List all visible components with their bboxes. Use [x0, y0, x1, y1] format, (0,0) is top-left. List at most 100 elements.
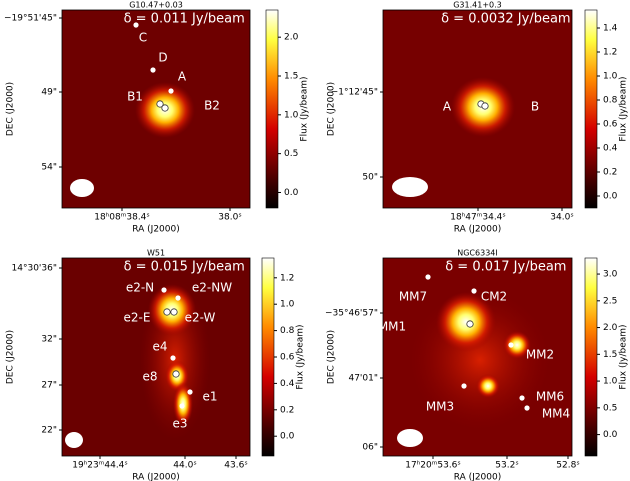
frame: [61, 257, 251, 457]
colorbar-tick-label: 3.0: [603, 270, 618, 280]
colorbar-tick-label: 1.0: [280, 300, 295, 310]
y-axis-label: DEC (J2000): [6, 82, 16, 136]
source-label: B: [531, 100, 539, 114]
source-marker: [461, 383, 467, 389]
y-tick-label: 06": [362, 443, 378, 453]
x-tick-label: 38.0ˢ: [218, 213, 241, 223]
colorbar-tick-label: 1.4: [603, 24, 618, 34]
annotation: δ = 0.015 Jy/beam: [124, 260, 245, 275]
panel: W51 δ = 0.015 Jy/beam e2-N e2-NW e2-E e2-W e4 e…: [6, 249, 306, 481]
colorbar-tick-label: 0.0: [603, 430, 618, 440]
y-axis-label: DEC (J2000): [327, 82, 337, 136]
source-label: e1: [202, 390, 217, 404]
colorbar-tick-label: 0.2: [603, 168, 617, 178]
x-axis-label: RA (J2000): [132, 225, 180, 235]
y-tick-label: 49": [41, 88, 57, 98]
y-tick-label: −19°51'45": [4, 14, 57, 24]
x-axis-label: RA (J2000): [454, 225, 502, 235]
image: [383, 258, 572, 456]
panel-title: NGC6334I: [457, 249, 498, 258]
source-marker: [187, 389, 193, 395]
colorbar-tick-label: 0.8: [280, 326, 295, 336]
source-label: MM2: [526, 348, 554, 362]
colorbar-tick-label: 1.2: [603, 48, 617, 58]
colorbar: [265, 9, 279, 209]
colorbar-tick-label: 0.0: [603, 192, 618, 202]
source-marker: [172, 370, 180, 378]
frame: [61, 9, 251, 209]
source-marker: [161, 104, 169, 112]
colorbar-tick-label: 1.0: [284, 110, 299, 120]
source-marker: [425, 274, 431, 280]
x-tick-label: 17ʰ20ᵐ53.6ˢ: [405, 461, 461, 471]
colorbar-label: Flux (Jy/beam): [296, 324, 306, 389]
panel-title: G10.47+0.03: [129, 1, 183, 10]
x-tick-label: 43.6ˢ: [224, 461, 247, 471]
source-label: e4: [152, 340, 167, 354]
beam: [70, 179, 94, 197]
panel: G31.41+0.3 δ = 0.0032 Jy/beam A B −1°12'45" 5…: [327, 1, 629, 235]
x-axis-label: RA (J2000): [132, 473, 180, 481]
beam: [65, 432, 83, 448]
emission: [503, 331, 531, 359]
colorbar-tick-label: 2.0: [284, 33, 299, 43]
source-label: B2: [204, 99, 220, 113]
source-marker: [175, 295, 181, 301]
source-marker: [163, 308, 171, 316]
colorbar-tick-label: 0.2: [280, 405, 294, 415]
source-marker: [471, 288, 477, 294]
source-marker: [524, 405, 530, 411]
source-marker: [481, 102, 489, 110]
colorbar-tick-label: 0.6: [603, 120, 618, 130]
colorbar-tick-label: 0.6: [280, 353, 295, 363]
colorbar-tick-label: 2.5: [603, 296, 617, 306]
x-tick-label: 44.0ˢ: [173, 461, 196, 471]
source-label: e2-E: [124, 311, 151, 325]
source-label: CM2: [481, 290, 507, 304]
source-marker: [466, 320, 474, 328]
colorbar-tick-label: 0.0: [280, 432, 295, 442]
image: [62, 10, 250, 208]
source-label: A: [443, 100, 452, 114]
source-marker: [170, 355, 176, 361]
source-label: MM4: [542, 407, 570, 421]
source-label: MM1: [378, 320, 406, 334]
colorbar: [584, 9, 598, 209]
beam: [397, 429, 423, 447]
source-marker: [156, 100, 164, 108]
colorbar-label: Flux (Jy/beam): [619, 76, 629, 141]
source-label: e8: [142, 370, 157, 384]
beam: [392, 177, 428, 197]
panel-title: G31.41+0.3: [453, 1, 502, 10]
x-tick-label: 34.0ˢ: [550, 213, 573, 223]
x-tick-label: 52.8ˢ: [556, 461, 579, 471]
colorbar: [261, 257, 275, 457]
source-label: e2-W: [185, 311, 216, 325]
x-tick-label: 19ʰ23ᵐ44.4ˢ: [72, 461, 128, 471]
image: [383, 10, 572, 208]
source-label: C: [139, 31, 147, 45]
colorbar-tick-label: 1.0: [603, 377, 618, 387]
colorbar-tick-label: 1.5: [284, 72, 298, 82]
frame: [382, 257, 573, 457]
colorbar-tick-label: 1.0: [603, 72, 618, 82]
x-tick-label: 53.2ˢ: [495, 461, 518, 471]
source-label: MM3: [426, 400, 454, 414]
annotation: δ = 0.011 Jy/beam: [124, 12, 245, 27]
source-marker: [519, 395, 525, 401]
x-tick-label: 18ʰ47ᵐ34.4ˢ: [450, 213, 506, 223]
annotation: δ = 0.017 Jy/beam: [445, 260, 566, 275]
colorbar: [584, 257, 598, 457]
source-label: e3: [172, 417, 187, 431]
source-marker: [150, 67, 156, 73]
colorbar-tick-label: 1.5: [603, 350, 617, 360]
source-marker: [168, 88, 174, 94]
colorbar-tick-label: 0.4: [280, 379, 295, 389]
source-marker: [170, 308, 178, 316]
y-tick-label: 54": [41, 163, 57, 173]
panel: G10.47+0.03 δ = 0.011 Jy/beam A B1 B2 CD −19°5…: [4, 1, 310, 235]
source-marker: [179, 403, 185, 409]
y-tick-label: 14°30'36": [12, 264, 57, 274]
colorbar-tick-label: 0.4: [603, 144, 618, 154]
